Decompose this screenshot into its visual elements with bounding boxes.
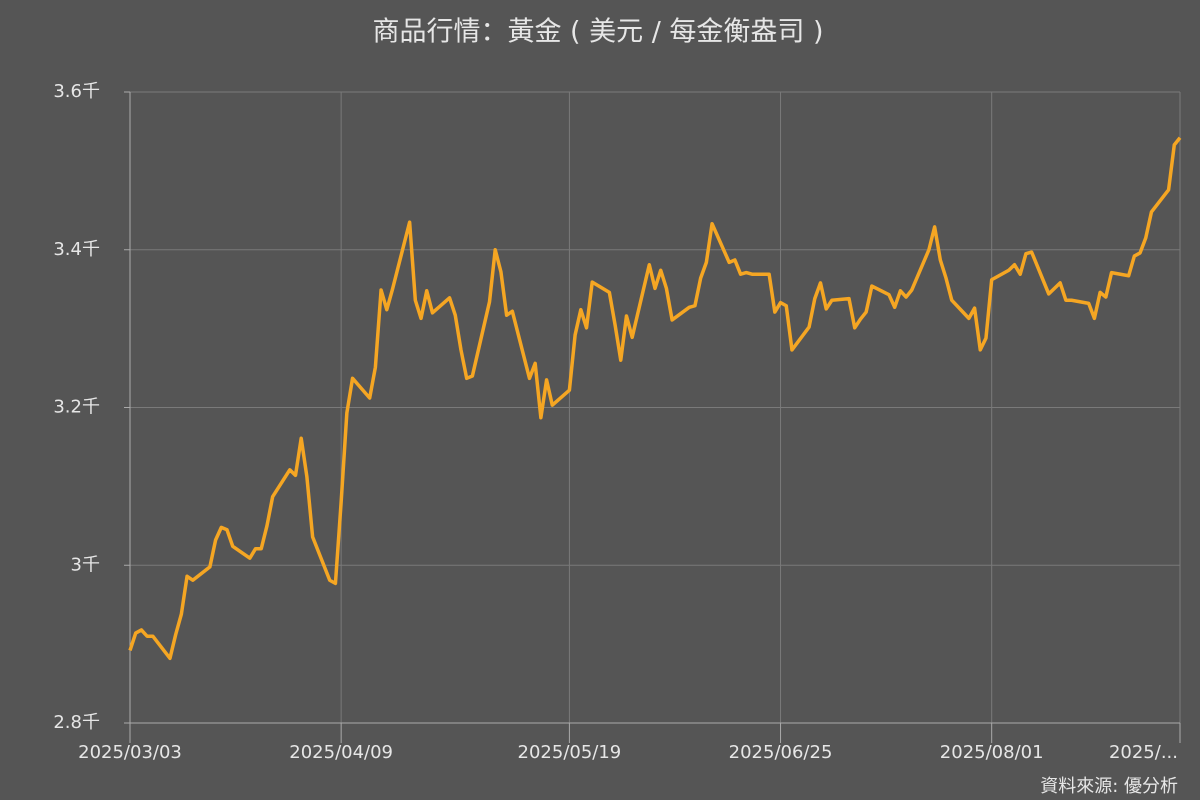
y-tick-label: 3.2千 <box>53 397 100 418</box>
y-tick-label: 3.4千 <box>53 239 100 260</box>
y-tick-label: 3.6千 <box>53 81 100 102</box>
x-tick-label: 2025/06/25 <box>729 742 833 763</box>
y-tick-label: 3千 <box>71 554 100 575</box>
x-tick-label: 2025/... <box>1109 742 1178 763</box>
x-tick-label: 2025/03/03 <box>78 742 182 763</box>
x-tick-label: 2025/08/01 <box>940 742 1044 763</box>
price-line <box>128 136 1182 661</box>
chart-title: 商品行情：黃金 ( 美元 / 每金衡盎司 ) <box>372 17 823 48</box>
source: 資料來源: 優分析 <box>1040 776 1178 797</box>
x-tick-label: 2025/05/19 <box>518 742 622 763</box>
x-tick-label: 2025/04/09 <box>289 742 393 763</box>
y-tick-label: 2.8千 <box>53 712 100 733</box>
